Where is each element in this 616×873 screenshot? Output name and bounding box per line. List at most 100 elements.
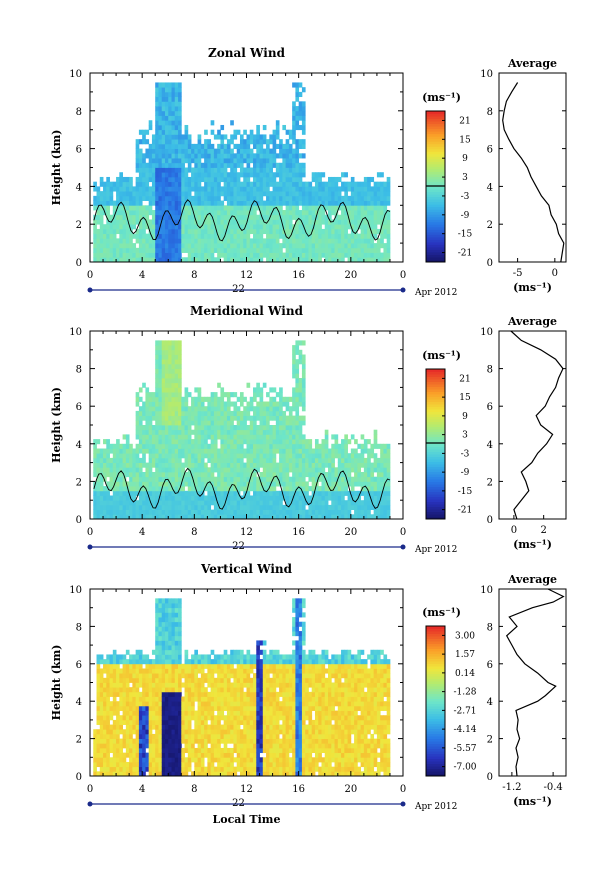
- colorbar-tick-label: -15: [458, 487, 473, 497]
- colorbar-frame: [425, 368, 446, 520]
- average-y-tick-label: 2: [487, 220, 493, 231]
- day-axis-marker: [400, 801, 406, 807]
- colorbar-segment: [426, 194, 445, 198]
- average-title: Average: [507, 57, 557, 70]
- colorbar-segment: [426, 163, 445, 167]
- colorbar-segment: [426, 504, 445, 507]
- colorbar-tick-label: -9: [461, 211, 470, 221]
- colorbar-segment: [426, 241, 445, 245]
- colorbar-segment: [426, 501, 445, 505]
- colorbar-segment: [426, 461, 445, 465]
- colorbar-segment: [426, 143, 445, 147]
- x-tick-label: 8: [191, 527, 197, 538]
- colorbar-segment: [426, 201, 445, 205]
- colorbar-segment: [426, 231, 445, 235]
- x-tick-label: 8: [191, 784, 197, 795]
- contour-line: [93, 199, 391, 242]
- colorbar-segment: [426, 221, 445, 225]
- colorbar-segment: [426, 181, 445, 185]
- colorbar-segment: [426, 494, 445, 497]
- colorbar-segment: [426, 479, 445, 482]
- x-tick-label: 12: [240, 527, 253, 538]
- colorbar-segment: [426, 506, 445, 510]
- colorbar-segment: [426, 768, 445, 772]
- panel-2: Meridional Wind 0 2 4 6 8 10 Height (km) 0 4 8 12 16…: [50, 304, 567, 555]
- colorbar-unit: (ms⁻¹): [422, 606, 461, 619]
- colorbar-segment: [426, 396, 445, 400]
- colorbar-segment: [426, 371, 445, 375]
- colorbar-segment: [426, 516, 445, 520]
- colorbar-segment: [426, 168, 445, 172]
- x-tick-label: 4: [139, 784, 145, 795]
- colorbar-segment: [426, 191, 445, 195]
- colorbar-segment: [426, 128, 445, 132]
- average-y-tick-label: 4: [487, 182, 493, 193]
- colorbar-segment: [426, 436, 445, 440]
- colorbar-tick-label: -1.28: [453, 688, 476, 698]
- day-axis-marker: [87, 801, 93, 807]
- colorbar-tick-label: 9: [462, 412, 468, 422]
- average-y-tick-label: 0: [487, 515, 493, 526]
- y-tick-label: 0: [76, 258, 82, 269]
- average-xlabel: (ms⁻¹): [513, 795, 552, 808]
- colorbar-tick-label: 3: [462, 431, 468, 441]
- colorbar-segment: [426, 401, 445, 405]
- colorbar-segment: [426, 209, 445, 213]
- colorbar-tick-label: -5.57: [453, 744, 476, 754]
- x-tick-label: 0: [87, 270, 93, 281]
- colorbar-segment: [426, 244, 445, 248]
- colorbar-segment: [426, 116, 445, 120]
- date-label: Apr 2012: [414, 545, 457, 555]
- average-profile: 0 2 4 6 8 10 -5 0 Average (ms⁻¹): [480, 57, 567, 294]
- colorbar-segment: [426, 166, 445, 170]
- colorbar-segment: [426, 111, 445, 115]
- colorbar-tick-label: -2.71: [453, 706, 476, 716]
- colorbar-segment: [426, 688, 445, 692]
- colorbar-segment: [426, 771, 445, 774]
- average-y-tick-label: 2: [487, 477, 493, 488]
- date-label: Apr 2012: [414, 802, 457, 812]
- y-tick-label: 4: [76, 182, 82, 193]
- colorbar-tick-label: 15: [459, 135, 471, 145]
- average-y-tick-label: 6: [487, 402, 493, 413]
- colorbar-segment: [426, 766, 445, 769]
- average-y-tick-label: 8: [487, 622, 493, 633]
- x-tick-label: 0: [400, 527, 406, 538]
- colorbar-segment: [426, 723, 445, 727]
- colorbar-segment: [426, 733, 445, 737]
- x-tick-label: 0: [87, 784, 93, 795]
- colorbar-segment: [426, 646, 445, 649]
- colorbar-segment: [426, 386, 445, 390]
- colorbar-segment: [426, 666, 445, 669]
- colorbar-segment: [426, 239, 445, 243]
- colorbar-segment: [426, 748, 445, 752]
- y-tick-label: 6: [76, 145, 82, 156]
- day-label: 22: [232, 541, 245, 552]
- colorbar-segment: [426, 751, 445, 754]
- colorbar-segment: [426, 511, 445, 515]
- colorbar-segment: [426, 484, 445, 487]
- colorbar-segment: [426, 716, 445, 719]
- x-tick-label: 4: [139, 270, 145, 281]
- day-label: 22: [232, 798, 245, 809]
- colorbar-segment: [426, 721, 445, 724]
- average-y-tick-label: 10: [480, 69, 493, 80]
- average-xlabel: (ms⁻¹): [513, 281, 552, 294]
- colorbar-segment: [426, 698, 445, 702]
- colorbar-segment: [426, 178, 445, 182]
- average-profile-line: [505, 588, 565, 777]
- colorbar-segment: [426, 626, 445, 629]
- colorbar-segment: [426, 636, 445, 639]
- heatmap-cells: [93, 598, 391, 777]
- colorbar-segment: [426, 758, 445, 762]
- colorbar-segment: [426, 761, 445, 764]
- colorbar-unit: (ms⁻¹): [422, 91, 461, 104]
- colorbar-segment: [426, 693, 445, 697]
- colorbar-tick-label: -7.00: [453, 763, 476, 773]
- colorbar-segment: [426, 113, 445, 117]
- colorbar-segment: [426, 663, 445, 667]
- chart-title: Zonal Wind: [208, 46, 286, 60]
- colorbar-segment: [426, 219, 445, 223]
- colorbar-segment: [426, 251, 445, 255]
- chart-title: Vertical Wind: [200, 562, 293, 576]
